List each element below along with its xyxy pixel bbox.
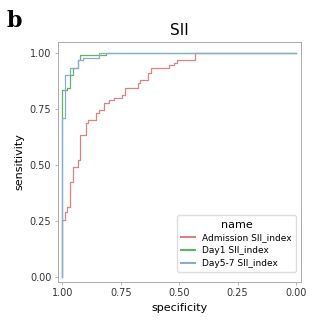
- Title: SII: SII: [170, 23, 188, 38]
- Y-axis label: sensitivity: sensitivity: [14, 133, 24, 190]
- Legend: Admission SII_index, Day1 SII_index, Day5-7 SII_index: Admission SII_index, Day1 SII_index, Day…: [177, 215, 296, 272]
- X-axis label: specificity: specificity: [151, 303, 207, 313]
- Text: b: b: [6, 10, 22, 32]
